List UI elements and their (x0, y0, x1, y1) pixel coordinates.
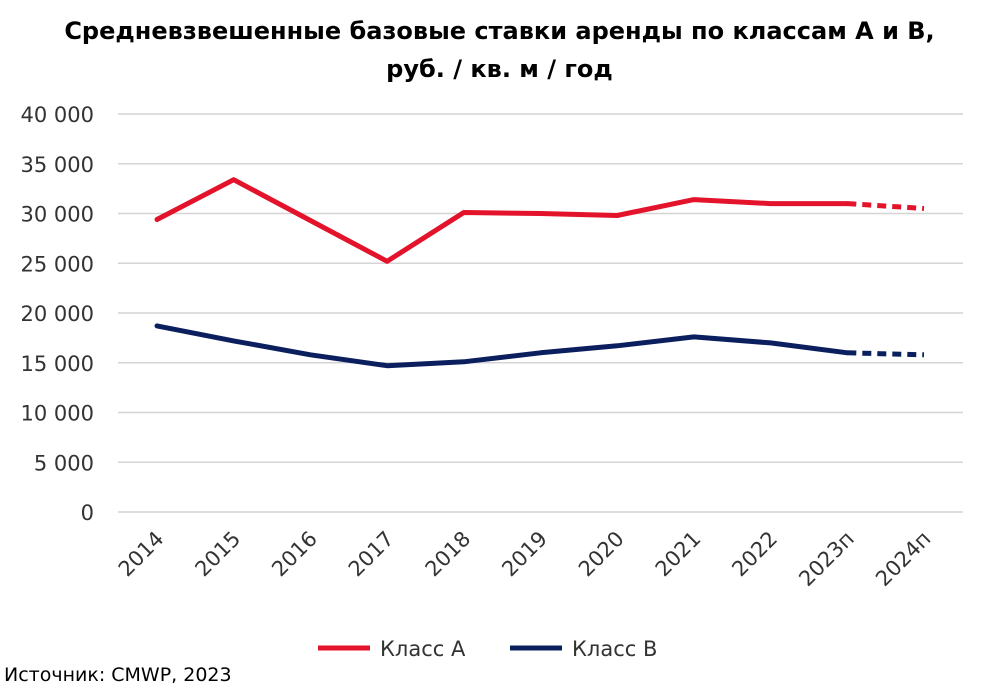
legend-label-1: Класс А (380, 637, 466, 661)
series-line-2 (154, 323, 850, 369)
y-tick-label: 40 000 (21, 103, 94, 127)
y-tick-label: 30 000 (21, 203, 94, 227)
legend: Класс А Класс В (318, 637, 657, 661)
chart-title: Средневзвешенные базовые ставки аренды п… (0, 12, 999, 88)
series-lines (154, 177, 925, 369)
x-tick-label: 2017 (344, 527, 399, 582)
y-tick-label: 15 000 (21, 352, 94, 376)
x-tick-label: 2016 (267, 527, 322, 582)
y-tick-label: 10 000 (21, 402, 94, 426)
y-tick-label: 35 000 (21, 153, 94, 177)
x-tick-label: 2024п (871, 527, 935, 591)
y-tick-label: 0 (81, 501, 94, 525)
x-tick-label: 2021 (651, 527, 706, 582)
x-tick-label: 2022 (727, 527, 782, 582)
y-axis-ticks: 0 5 000 10 000 15 000 20 000 25 000 30 000 35 0… (21, 103, 94, 525)
x-tick-label: 2018 (421, 527, 476, 582)
chart-title-line1: Средневзвешенные базовые ставки аренды п… (64, 17, 935, 45)
x-tick-label: 2020 (574, 527, 629, 582)
chart-title-line2: руб. / кв. м / год (386, 55, 613, 83)
x-tick-label: 2023п (794, 527, 858, 591)
x-axis-ticks: 2014 2015 2016 2017 2018 2019 2020 2021 2022 2023… (114, 527, 936, 591)
x-tick-label: 2015 (190, 527, 245, 582)
grid (118, 113, 963, 513)
y-tick-label: 25 000 (21, 252, 94, 276)
x-tick-label: 2019 (497, 527, 552, 582)
series-forecast-line-1 (847, 201, 925, 211)
y-tick-label: 5 000 (34, 451, 94, 475)
legend-label-2: Класс В (572, 637, 657, 661)
x-tick-label: 2014 (114, 527, 169, 582)
source-note: Источник: CMWP, 2023 (4, 664, 232, 686)
series-forecast-line-2 (847, 350, 925, 358)
series-line-1 (154, 177, 850, 264)
y-tick-label: 20 000 (21, 302, 94, 326)
